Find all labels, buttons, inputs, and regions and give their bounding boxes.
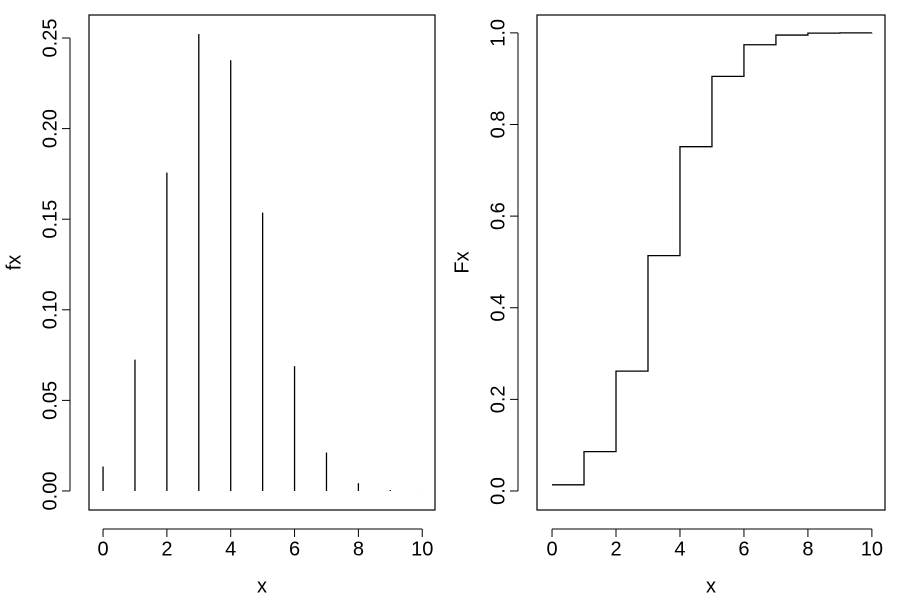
x-tick-label: 4 [225, 538, 236, 560]
y-tick-label: 0.6 [487, 202, 509, 230]
y-axis-title: fx [3, 255, 25, 271]
y-tick-label: 0.25 [39, 19, 61, 58]
x-tick-label: 0 [546, 538, 557, 560]
plot-box [536, 14, 886, 511]
y-tick-label: 0.4 [487, 294, 509, 322]
x-tick-label: 0 [97, 538, 108, 560]
y-tick-label: 1.0 [487, 19, 509, 47]
y-axis-title: Fx [451, 251, 473, 273]
x-tick-label: 10 [861, 538, 883, 560]
x-tick-label: 6 [289, 538, 300, 560]
y-tick-label: 0.15 [39, 200, 61, 239]
x-axis-title: x [706, 575, 716, 597]
y-tick-label: 0.05 [39, 381, 61, 420]
x-tick-label: 4 [674, 538, 685, 560]
x-tick-label: 8 [353, 538, 364, 560]
y-tick-label: 0.0 [487, 477, 509, 505]
y-tick-label: 0.2 [487, 385, 509, 413]
x-tick-label: 2 [161, 538, 172, 560]
plot-box [88, 14, 436, 511]
x-tick-label: 6 [738, 538, 749, 560]
x-tick-label: 2 [610, 538, 621, 560]
cdf-step [552, 32, 873, 486]
y-tick-label: 0.10 [39, 290, 61, 329]
x-axis-title: x [257, 575, 267, 597]
x-tick-label: 10 [411, 538, 433, 560]
y-tick-label: 0.20 [39, 109, 61, 148]
x-tick-label: 8 [802, 538, 813, 560]
y-tick-label: 0.8 [487, 111, 509, 139]
y-tick-label: 0.00 [39, 472, 61, 511]
